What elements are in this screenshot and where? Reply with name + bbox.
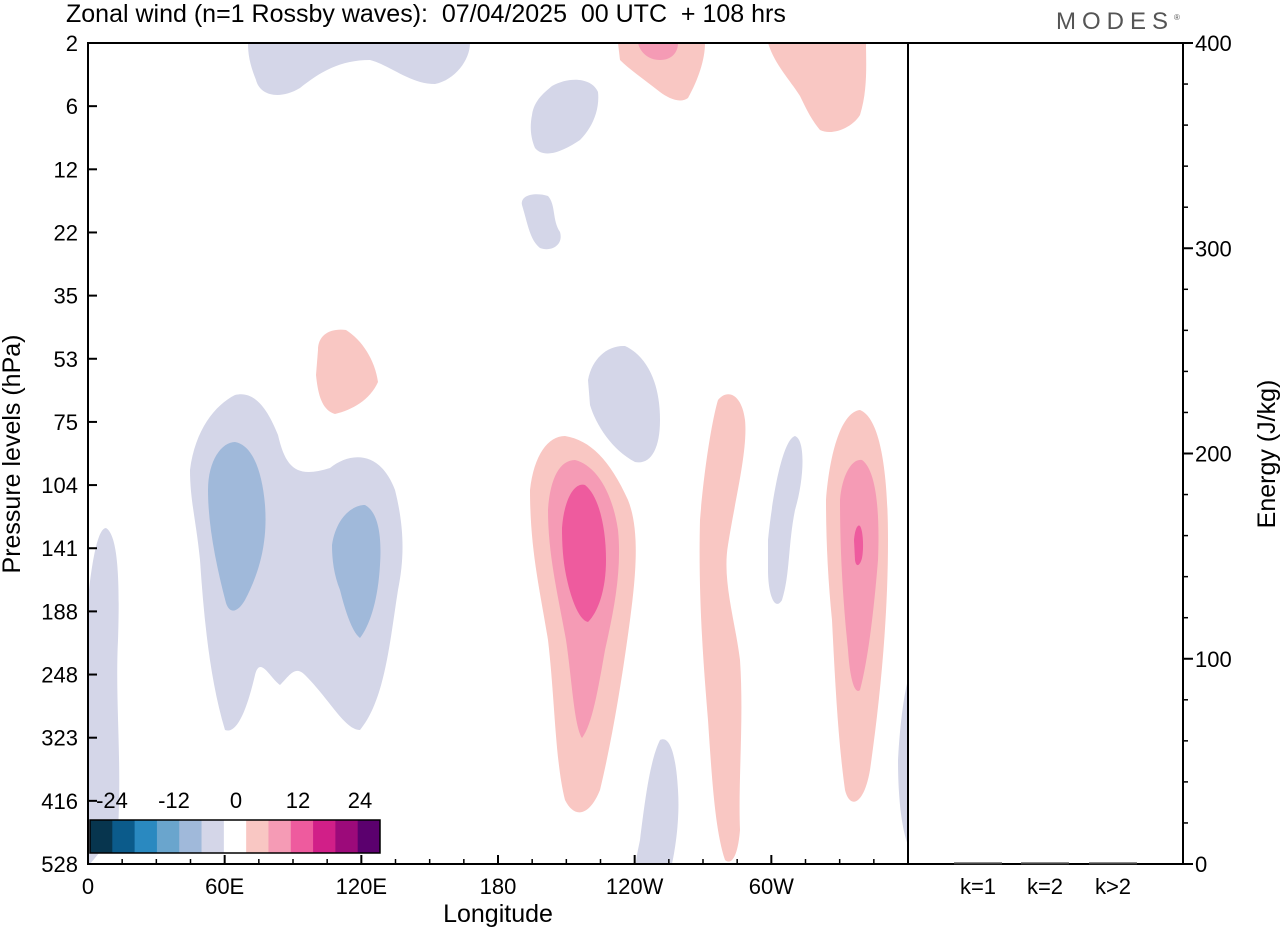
colorbar-tick-label: 12	[286, 788, 310, 813]
contour-neg-60hpa-mid	[588, 345, 660, 463]
energy-y-tick-label: 100	[1195, 647, 1232, 672]
y-tick-label: 22	[54, 220, 78, 245]
contour-pos-25w-inner	[854, 525, 864, 566]
energy-bar	[954, 862, 1002, 865]
contour-pos-core-inner	[562, 484, 606, 622]
y-tick-label: 141	[41, 536, 78, 561]
colorbar-swatch	[134, 820, 158, 853]
x-tick-label: 0	[82, 874, 94, 899]
energy-axis-label: Energy (J/kg)	[1253, 380, 1280, 529]
energy-y-tick-label: 0	[1195, 852, 1207, 877]
colorbar-tick-label: 0	[230, 788, 242, 813]
energy-y-tick-label: 400	[1195, 31, 1232, 56]
energy-x-tick-label: k>2	[1095, 874, 1131, 899]
energy-bars	[954, 862, 1137, 865]
modes-logo: MODES®	[1056, 8, 1180, 36]
colorbar-swatch	[156, 820, 180, 853]
x-tick-label: 180	[480, 874, 517, 899]
contour-pos-25w-mid	[840, 459, 879, 691]
energy-y-axis: 0 100 200 300 400	[1183, 31, 1232, 877]
contour-field	[88, 43, 908, 864]
colorbar-tick-label: -24	[96, 788, 128, 813]
contour-neg-left-edge	[88, 528, 120, 864]
contour-neg-65w	[768, 436, 803, 604]
x-tick-label: 120E	[336, 874, 387, 899]
contour-neg-80w-lower	[636, 739, 679, 864]
contour-pos-top-right	[768, 43, 867, 133]
energy-frame	[907, 42, 1184, 865]
colorbar-tick-label: 24	[348, 788, 372, 813]
y-tick-label: 2	[66, 31, 78, 56]
y-tick-label: 35	[54, 284, 78, 309]
colorbar-swatch	[90, 820, 113, 853]
colorbar-swatch	[201, 820, 225, 853]
colorbar	[89, 819, 381, 854]
y-tick-label: 104	[41, 473, 78, 498]
contour-pos-53hpa	[316, 329, 378, 414]
colorbar-swatch	[268, 820, 292, 853]
y-tick-label: 323	[41, 726, 78, 751]
colorbar-swatch	[290, 820, 314, 853]
x-tick-label: 60E	[205, 874, 244, 899]
contour-neg-left-inner	[208, 442, 266, 611]
energy-y-tick-label: 200	[1195, 442, 1232, 467]
y-tick-label: 53	[54, 347, 78, 372]
contour-pos-top-mid-inner	[638, 43, 678, 60]
x-tick-label: 60W	[749, 874, 794, 899]
y-axis-label: Pressure levels (hPa)	[0, 335, 26, 574]
energy-x-tick-label: k=1	[960, 874, 996, 899]
energy-x-tick-label: k=2	[1027, 874, 1063, 899]
colorbar-swatch	[313, 820, 336, 853]
energy-bar	[1021, 862, 1069, 865]
chart-title: Zonal wind (n=1 Rossby waves): 07/04/202…	[66, 0, 786, 28]
colorbar-tick-label: -12	[158, 788, 190, 813]
contour-neg-upper-mid	[521, 194, 561, 250]
brand-text: MODES	[1056, 8, 1175, 35]
colorbar-frame	[89, 819, 381, 854]
contour-pos-top-mid	[618, 43, 705, 101]
registered-mark: ®	[1174, 13, 1180, 22]
colorbar-swatch	[357, 820, 381, 853]
y-tick-label: 188	[41, 599, 78, 624]
y-tick-label: 75	[54, 410, 78, 435]
colorbar-swatch	[335, 820, 359, 853]
energy-x-axis: k=1 k=2 k>2	[960, 874, 1131, 899]
y-tick-label: 12	[54, 157, 78, 182]
energy-y-tick-label: 300	[1195, 236, 1232, 261]
contour-neg-right-inner	[332, 505, 381, 638]
colorbar-swatch	[112, 820, 136, 853]
colorbar-labels: -24 -12 0 12 24	[96, 788, 372, 813]
x-tick-label: 120W	[606, 874, 664, 899]
energy-bar	[1089, 862, 1137, 865]
contour-neg-right-edge	[898, 680, 908, 845]
contour-pos-80w	[699, 394, 746, 862]
y-tick-label: 528	[41, 852, 78, 877]
x-axis-label: Longitude	[443, 900, 553, 928]
contour-neg-top-left	[248, 43, 470, 95]
y-tick-label: 416	[41, 789, 78, 814]
y-axis: 2 6 12 22 35 53 75 104 141 188 248 323 416 528	[41, 31, 97, 877]
colorbar-swatch	[179, 820, 202, 853]
colorbar-swatch	[246, 820, 269, 853]
y-tick-label: 6	[66, 94, 78, 119]
y-tick-label: 248	[41, 663, 78, 688]
contour-neg-top-mid	[530, 79, 599, 154]
x-axis: 0 60E 120E 180 120W 60W	[82, 855, 875, 899]
colorbar-swatch	[223, 820, 247, 853]
